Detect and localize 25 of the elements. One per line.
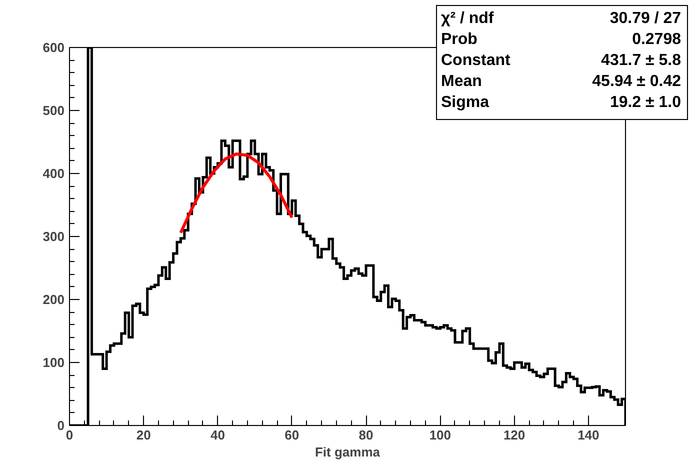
annotation: 19.2 ± 1.0 [608, 93, 682, 113]
x-tick-label: 40 [210, 428, 226, 442]
annotation: 45.94 ± 0.42 [591, 72, 682, 92]
annotation: Mean [440, 72, 483, 92]
x-axis-title: Fit gamma [314, 444, 381, 460]
y-tick-label: 600 [42, 40, 65, 55]
x-tick-label: 100 [429, 428, 452, 442]
y-tick-label: 100 [42, 355, 65, 370]
y-tick-label: 500 [42, 103, 65, 118]
x-tick-label: 120 [503, 428, 526, 442]
text: 0.2798 [631, 30, 682, 50]
x-tick-label: 60 [284, 428, 300, 442]
text: χ² / ndf [440, 9, 495, 29]
annotation: Prob [440, 30, 478, 50]
y-tick-label: 300 [42, 229, 65, 244]
text: 30.79 / 27 [608, 9, 682, 29]
y-tick-label: 0 [57, 418, 65, 433]
y-tick-label: 200 [42, 292, 65, 307]
x-tick-label: 80 [358, 428, 374, 442]
x-tick-label: 20 [136, 428, 151, 442]
x-tick-label: 140 [578, 428, 600, 442]
y-tick-label: 400 [42, 166, 65, 181]
annotation: Constant [440, 51, 512, 71]
annotation: Sigma [440, 93, 490, 113]
annotation: 431.7 ± 5.8 [600, 51, 682, 71]
